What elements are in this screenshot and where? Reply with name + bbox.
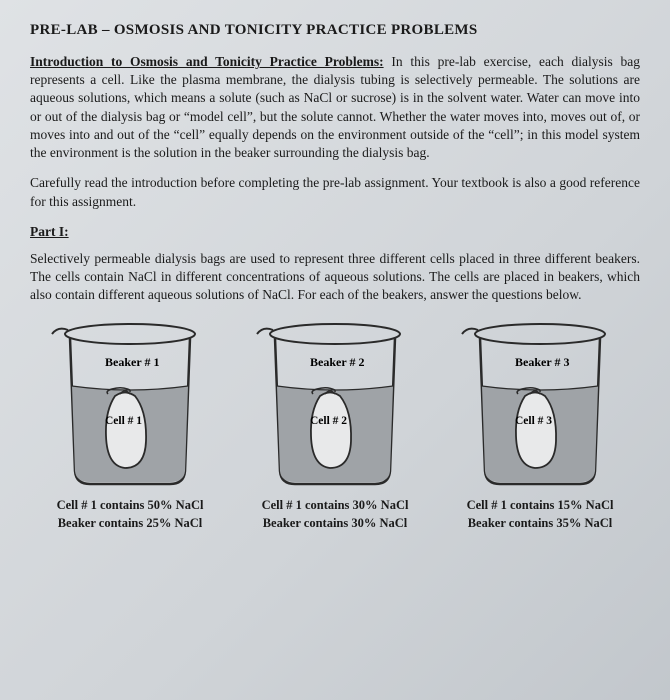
caption-1-line-1: Cell # 1 contains 50% NaCl [57, 498, 204, 512]
beaker-diagram-3: Beaker # 3 Cell # 3 [460, 316, 620, 491]
caption-2-line-2: Beaker contains 30% NaCl [263, 516, 408, 530]
caption-2-line-1: Cell # 1 contains 30% NaCl [262, 498, 409, 512]
beaker-column-3: Beaker # 3 Cell # 3 Cell # 1 contains 15… [445, 316, 635, 532]
caption-3-line-1: Cell # 1 contains 15% NaCl [467, 498, 614, 512]
intro-heading: Introduction to Osmosis and Tonicity Pra… [30, 54, 384, 69]
beakers-row: Beaker # 1 Cell # 1 Cell # 1 contains 50… [30, 316, 640, 532]
beaker-1-caption: Cell # 1 contains 50% NaCl Beaker contai… [57, 497, 204, 532]
cell-3-label: Cell # 3 [515, 415, 552, 427]
worksheet-page: PRE-LAB – OSMOSIS AND TONICITY PRACTICE … [0, 0, 670, 700]
caption-1-line-2: Beaker contains 25% NaCl [58, 516, 203, 530]
beaker-2-label: Beaker # 2 [310, 355, 364, 369]
intro-body-text: In this pre-lab exercise, each dialysis … [30, 54, 640, 160]
part-1-body: Selectively permeable dialysis bags are … [30, 250, 640, 305]
beaker-1-label: Beaker # 1 [105, 355, 159, 369]
beaker-3-label: Beaker # 3 [515, 355, 569, 369]
page-title: PRE-LAB – OSMOSIS AND TONICITY PRACTICE … [30, 22, 640, 39]
caption-3-line-2: Beaker contains 35% NaCl [468, 516, 613, 530]
part-1-heading: Part I: [30, 224, 69, 240]
intro-note: Carefully read the introduction before c… [30, 174, 640, 210]
beaker-diagram-2: Beaker # 2 Cell # 2 [255, 316, 415, 491]
cell-2-label: Cell # 2 [310, 415, 347, 427]
beaker-column-1: Beaker # 1 Cell # 1 Cell # 1 contains 50… [35, 316, 225, 532]
beaker-3-caption: Cell # 1 contains 15% NaCl Beaker contai… [467, 497, 614, 532]
beaker-column-2: Beaker # 2 Cell # 2 Cell # 1 contains 30… [240, 316, 430, 532]
beaker-2-caption: Cell # 1 contains 30% NaCl Beaker contai… [262, 497, 409, 532]
beaker-diagram-1: Beaker # 1 Cell # 1 [50, 316, 210, 491]
intro-paragraph: Introduction to Osmosis and Tonicity Pra… [30, 53, 640, 162]
cell-1-label: Cell # 1 [105, 415, 142, 427]
